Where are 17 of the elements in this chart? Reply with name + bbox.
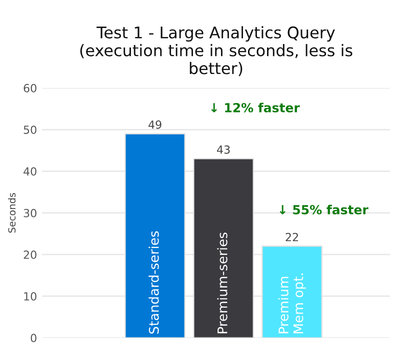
y-tick-label: 30 <box>24 208 36 218</box>
data-label: 22 <box>286 232 298 242</box>
data-label: 49 <box>148 120 162 129</box>
data-label: 43 <box>217 145 230 154</box>
y-tick-label: 60 <box>24 84 36 92</box>
annotation: ↓ 12% faster <box>211 102 300 112</box>
x-tick-label: Standard-series <box>148 231 159 334</box>
x-tick-label: Premium-series <box>217 232 228 334</box>
y-axis-title: Seconds <box>8 192 16 233</box>
x-tick-label: Premium Mem opt. <box>278 274 306 334</box>
y-tick-label: 20 <box>24 250 36 259</box>
annotation: ↓ 55% faster <box>280 204 368 214</box>
y-tick-label: 10 <box>24 292 36 301</box>
y-tick-label: 0 <box>30 334 36 342</box>
chart-title: Test 1 - Large Analytics Query (execution time in seconds, less is better) <box>80 26 352 76</box>
y-tick-label: 40 <box>24 167 36 176</box>
y-tick-label: 50 <box>24 126 36 134</box>
